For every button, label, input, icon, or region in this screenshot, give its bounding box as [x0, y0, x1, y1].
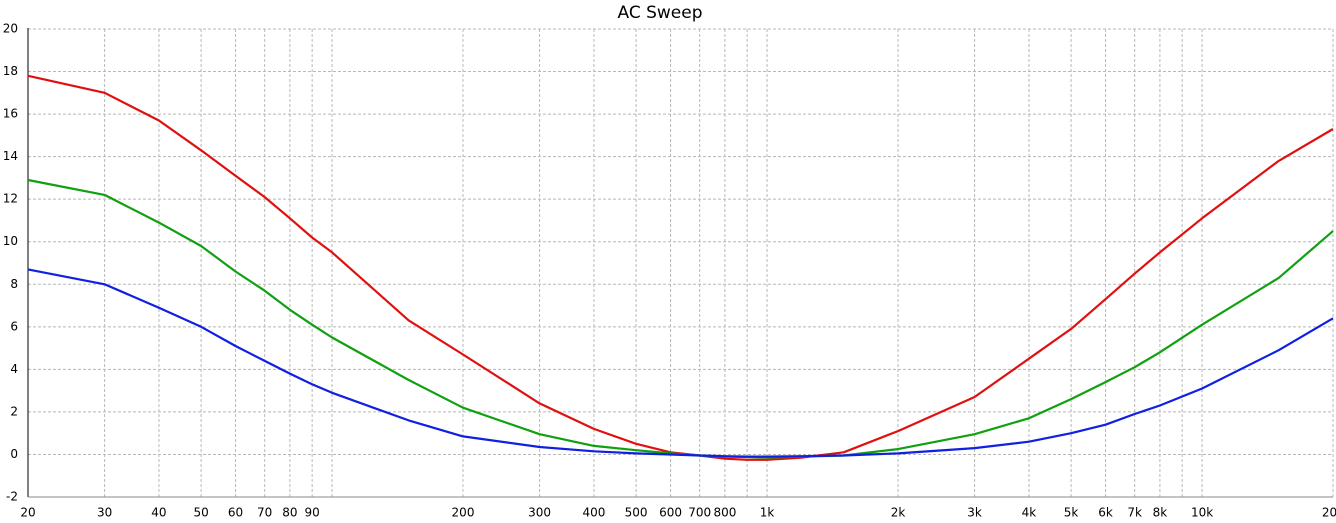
x-tick-label: 6k	[1098, 506, 1113, 520]
y-tick-label: 14	[3, 149, 18, 163]
x-tick-label: 8k	[1153, 506, 1168, 520]
y-tick-label: 2	[10, 404, 18, 418]
x-tick-label: 10k	[1191, 506, 1213, 520]
x-tick-label: 700	[688, 506, 711, 520]
y-tick-label: -2	[6, 490, 18, 504]
y-tick-label: 4	[10, 362, 18, 376]
x-tick-label: 800	[713, 506, 736, 520]
x-tick-label: 1k	[760, 506, 775, 520]
x-tick-label: 70	[257, 506, 272, 520]
y-tick-label: 18	[3, 64, 18, 78]
x-tick-label: 300	[528, 506, 551, 520]
y-tick-label: 8	[10, 277, 18, 291]
y-tick-label: 20	[3, 22, 18, 36]
series-line	[27, 268, 1334, 458]
x-tick-label: 400	[582, 506, 605, 520]
x-tick-label: 7k	[1127, 506, 1142, 520]
x-tick-label: 90	[305, 506, 320, 520]
x-tick-label: 500	[625, 506, 648, 520]
x-tick-label: 80	[282, 506, 297, 520]
x-tick-label: 5k	[1064, 506, 1079, 520]
x-tick-label: 600	[659, 506, 682, 520]
x-tick-label: 4k	[1022, 506, 1037, 520]
x-tick-label: 2k	[891, 506, 906, 520]
y-tick-label: 10	[3, 234, 18, 248]
x-tick-label: 3k	[967, 506, 982, 520]
y-tick-label: 0	[10, 447, 18, 461]
x-tick-label: 200	[452, 506, 475, 520]
y-tick-label: 6	[10, 319, 18, 333]
x-tick-label: 50	[193, 506, 208, 520]
x-tick-label: 60	[228, 506, 243, 520]
chart-title: AC Sweep	[617, 3, 702, 23]
x-tick-label: 20k	[1322, 506, 1336, 520]
y-tick-label: 12	[3, 192, 18, 206]
x-tick-label: 30	[97, 506, 112, 520]
y-tick-label: 16	[3, 107, 18, 121]
x-tick-label: 40	[151, 506, 166, 520]
x-tick-label: 20	[20, 506, 35, 520]
